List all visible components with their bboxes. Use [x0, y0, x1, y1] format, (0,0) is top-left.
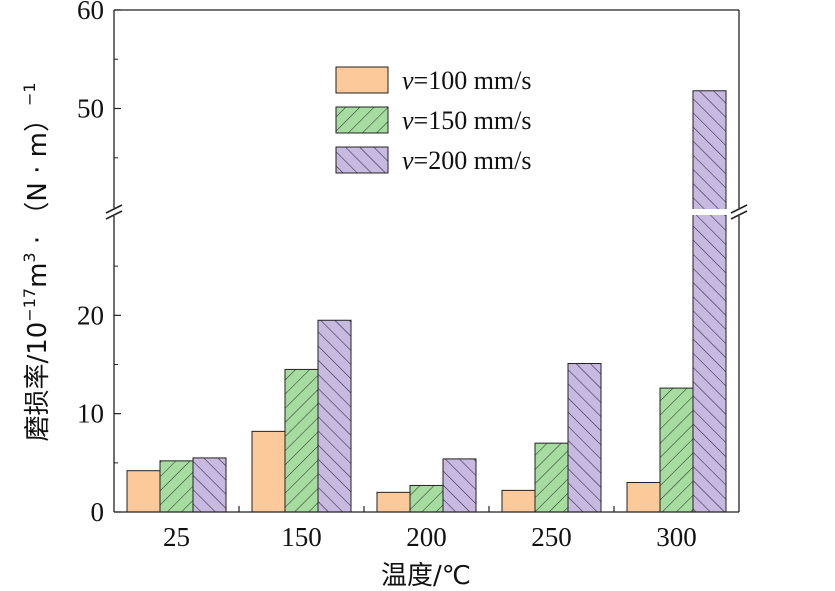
y-tick-label-10: 10 — [77, 399, 104, 429]
left-axis-break-mark-2 — [105, 210, 123, 220]
bar-25-series-2 — [159, 460, 194, 513]
bar-150-series-1 — [251, 430, 286, 513]
bar-200-series-3 — [442, 458, 477, 513]
legend-swatch-2 — [335, 106, 389, 134]
bar-250-series-1 — [501, 489, 536, 513]
legend-label-3: v=200 mm/s — [402, 146, 532, 175]
bar-250-series-3 — [567, 363, 602, 513]
y-tick-label-60: 60 — [77, 0, 104, 25]
y-title-exp1: −17 — [20, 288, 39, 322]
bar-200-series-1 — [376, 491, 411, 513]
bar-200-series-2 — [409, 484, 444, 513]
bar-25-series-1 — [126, 470, 161, 513]
bar-150-series-3 — [317, 319, 352, 513]
y-tick-label-20: 20 — [77, 300, 104, 330]
bar-300-series-1 — [626, 482, 661, 513]
x-tick-label-250: 250 — [531, 522, 572, 552]
y-title-exp2: 3 — [20, 252, 39, 262]
y-title-main: 磨损率/10 — [23, 322, 53, 442]
left-axis-break-mark-1 — [105, 204, 123, 214]
legend-swatch-3 — [335, 146, 389, 174]
y-title-mid: m — [23, 263, 53, 288]
y-title-tail: · （N · m） — [23, 106, 53, 252]
legend-label-2: v=150 mm/s — [402, 106, 532, 135]
x-tick-label-200: 200 — [406, 522, 447, 552]
right-axis-break-mark-2 — [730, 210, 748, 220]
bar-break-gap — [691, 209, 728, 215]
y-tick-label-0: 0 — [91, 497, 105, 527]
legend-label-1: v=100 mm/s — [402, 66, 532, 95]
x-axis-title: 温度/℃ — [381, 561, 471, 591]
x-tick-label-300: 300 — [656, 522, 697, 552]
y-tick-label-50: 50 — [77, 94, 104, 124]
legend-swatch-1 — [335, 66, 389, 94]
right-axis-break-mark-1 — [730, 204, 748, 214]
x-tick-label-150: 150 — [281, 522, 322, 552]
bar-300-series-2 — [659, 387, 694, 513]
legend: v=100 mm/s v=150 mm/s v=200 mm/s — [335, 66, 532, 175]
svg-text:磨损率/10−17m3 · （N · m）−1: 磨损率/10−17m3 · （N · m）−1 — [20, 82, 53, 441]
x-tick-label-25: 25 — [163, 522, 190, 552]
y-axis-title: 磨损率/10−17m3 · （N · m）−1 — [20, 82, 53, 441]
bar-25-series-3 — [192, 457, 227, 513]
y-title-exp3: −1 — [20, 82, 39, 106]
bar-300-series-3 — [692, 90, 727, 513]
bar-250-series-2 — [534, 442, 569, 513]
bars-group — [126, 90, 728, 513]
ticks-group: 50 60 0 10 20 25 150 200 250 300 — [77, 0, 697, 552]
bar-150-series-2 — [284, 368, 319, 513]
